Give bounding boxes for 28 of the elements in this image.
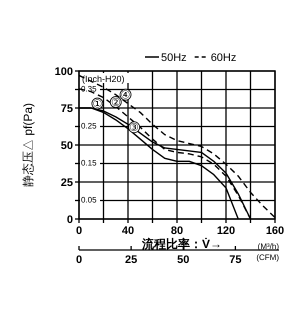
- x2-tick-label: 75: [229, 254, 242, 266]
- x-tick-label: 0: [76, 225, 82, 237]
- x2-tick-label: 25: [125, 254, 138, 266]
- y-tick-label: 75: [60, 103, 73, 115]
- y2-tick-label: 0.05: [81, 196, 98, 204]
- legend-label: 50Hz: [161, 52, 187, 64]
- y2-tick-label: 0.25: [81, 122, 98, 130]
- y-tick-label: 100: [54, 66, 73, 78]
- annotation: ②: [110, 97, 121, 110]
- annotation: ④: [120, 90, 131, 102]
- x2-tick-label: 0: [76, 254, 82, 266]
- x-tick-label: 120: [216, 225, 236, 237]
- x2-tick-label: 50: [177, 254, 190, 266]
- annotation: ③: [129, 122, 140, 134]
- x-axis-title: 流程比率：V̇→: [140, 237, 222, 251]
- y-tick-label: 0: [66, 214, 73, 226]
- x2-axis-title: (CFM): [256, 253, 280, 262]
- y-tick-label: 25: [60, 177, 73, 189]
- x-tick-label: 160: [266, 225, 284, 237]
- x-tick-label: 80: [170, 225, 184, 237]
- y-axis-title: 静态压△ pf(Pa): [21, 102, 35, 188]
- y2-tick-label: 0.15: [81, 158, 98, 168]
- y2-axis-title: (Inch-H20): [82, 74, 125, 84]
- y-tick-label: 50: [60, 140, 73, 152]
- text: (M³/h): [258, 242, 280, 251]
- legend-label: 60Hz: [210, 52, 236, 64]
- annotation: ①: [92, 98, 102, 111]
- x-tick-label: 40: [122, 225, 134, 237]
